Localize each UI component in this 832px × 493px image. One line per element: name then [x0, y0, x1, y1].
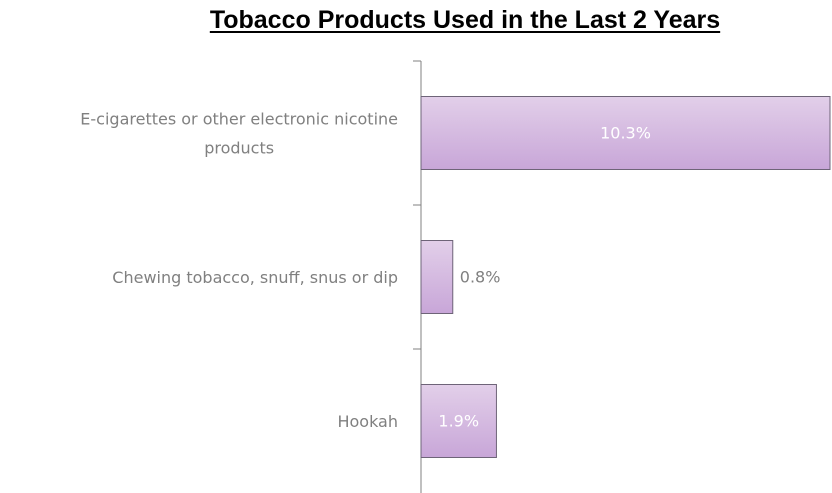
- category-label: E-cigarettes or other electronic nicotin…: [80, 109, 398, 157]
- value-axis: [413, 60, 422, 493]
- bar: [420, 96, 831, 170]
- data-label: 0.8%: [460, 268, 501, 287]
- category-label-line: products: [204, 138, 274, 157]
- category-label-line: E-cigarettes or other electronic nicotin…: [80, 109, 398, 128]
- category-label-line: Chewing tobacco, snuff, snus or dip: [112, 268, 398, 287]
- bar: [420, 240, 454, 314]
- bar: [420, 384, 497, 458]
- bars: [420, 96, 831, 458]
- category-label-line: Hookah: [337, 412, 398, 431]
- labels: 10.3% E-cigarettes or other electronic ni…: [80, 109, 651, 431]
- data-label: 1.9%: [438, 412, 479, 431]
- chart-title: Tobacco Products Used in the Last 2 Year…: [209, 6, 721, 34]
- data-label: 10.3%: [600, 124, 651, 143]
- category-label: Hookah: [337, 412, 398, 431]
- category-label: Chewing tobacco, snuff, snus or dip: [112, 268, 398, 287]
